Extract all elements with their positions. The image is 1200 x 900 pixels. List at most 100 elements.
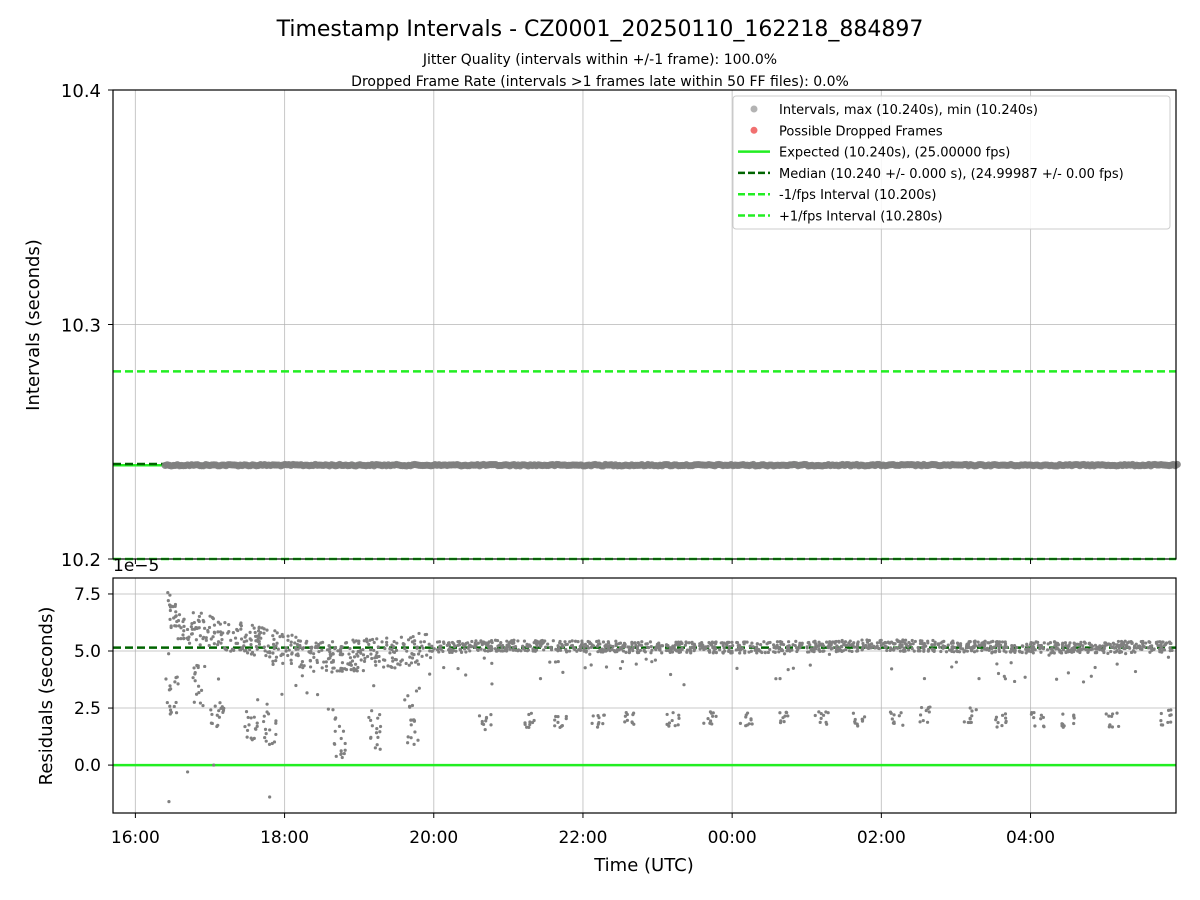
residual-point — [1110, 714, 1114, 719]
residual-point — [1110, 725, 1115, 729]
residual-point — [409, 661, 414, 665]
residual-point — [442, 665, 446, 670]
residual-point — [891, 721, 896, 725]
residual-point — [952, 645, 957, 650]
residual-point — [370, 724, 374, 728]
residual-point — [745, 723, 749, 727]
residual-point — [969, 649, 974, 653]
residual-point — [775, 640, 780, 644]
residual-point — [446, 641, 451, 645]
residual-point — [1023, 675, 1027, 679]
residual-point — [249, 638, 253, 642]
residual-point — [354, 639, 358, 643]
residual-point — [677, 716, 681, 720]
residual-point — [710, 722, 714, 726]
residual-point — [667, 721, 672, 725]
residual-point — [355, 669, 359, 673]
residual-point — [591, 714, 595, 718]
residual-point — [366, 654, 370, 659]
residuals-frame — [112, 577, 1177, 814]
residual-point — [677, 713, 681, 717]
residual-point — [780, 640, 784, 644]
residual-point — [908, 642, 913, 646]
residual-point — [290, 633, 294, 637]
residual-point — [203, 664, 207, 669]
residual-point — [466, 646, 470, 650]
residual-point — [375, 637, 379, 641]
residual-point — [1066, 671, 1070, 675]
residual-point — [884, 641, 888, 645]
residual-point — [916, 649, 920, 653]
legend-label: Possible Dropped Frames — [779, 124, 943, 139]
residual-point — [995, 725, 999, 729]
residual-point — [359, 651, 363, 655]
residual-point — [504, 645, 509, 650]
residual-point — [714, 642, 718, 646]
residual-point — [798, 646, 802, 650]
residual-point — [468, 649, 472, 653]
residual-point — [1168, 649, 1172, 653]
residual-point — [216, 620, 220, 624]
residual-point — [922, 676, 927, 681]
residual-point — [644, 642, 648, 646]
residual-point — [373, 656, 377, 660]
residual-point — [1039, 650, 1043, 654]
residual-point — [837, 646, 842, 650]
residual-point — [430, 644, 434, 648]
residual-point — [391, 659, 395, 663]
residual-point — [196, 664, 200, 668]
residual-point — [936, 642, 940, 646]
residual-point — [618, 666, 623, 671]
residual-point — [490, 661, 494, 665]
residual-point — [348, 661, 352, 665]
residual-point — [768, 647, 772, 652]
residual-point — [348, 656, 353, 660]
residual-point — [286, 638, 290, 642]
residual-point — [1085, 647, 1089, 652]
residual-point — [489, 713, 493, 717]
residual-point — [168, 617, 172, 621]
residual-point — [410, 640, 415, 644]
residual-point — [751, 645, 755, 649]
residual-point — [362, 659, 367, 663]
residual-point — [483, 727, 487, 732]
residual-point — [738, 651, 742, 655]
residual-point — [750, 641, 754, 645]
residual-point — [373, 659, 377, 664]
residual-point — [192, 666, 196, 670]
residual-point — [551, 639, 555, 643]
residual-point — [1029, 646, 1034, 650]
residual-point — [564, 714, 568, 719]
residual-point — [305, 639, 309, 643]
residual-point — [175, 619, 179, 624]
residual-point — [500, 649, 505, 653]
residual-point — [265, 702, 269, 706]
residual-point — [864, 645, 869, 650]
residual-point — [821, 649, 825, 653]
residual-point — [202, 620, 206, 624]
residual-point — [897, 714, 901, 718]
residual-point — [805, 646, 809, 650]
residual-point — [558, 648, 563, 652]
residual-point — [827, 652, 832, 656]
residual-point — [361, 669, 365, 673]
residual-point — [986, 641, 990, 645]
residual-point — [375, 727, 379, 731]
residual-point — [728, 644, 732, 649]
residual-point — [1012, 643, 1017, 648]
residual-point — [1112, 646, 1117, 650]
residual-point — [1130, 641, 1134, 645]
residual-point — [962, 650, 966, 654]
residual-point — [386, 664, 390, 668]
residual-point — [692, 649, 696, 653]
residual-point — [182, 624, 186, 629]
residual-point — [418, 649, 422, 653]
chart-subtitle-dropped: Dropped Frame Rate (intervals >1 frames … — [351, 74, 849, 90]
residual-point — [174, 700, 178, 705]
residual-point — [1161, 723, 1165, 727]
residual-point — [179, 626, 183, 630]
residual-point — [680, 647, 684, 651]
residual-point — [447, 647, 452, 651]
residual-point — [892, 713, 896, 717]
residual-point — [653, 658, 657, 662]
